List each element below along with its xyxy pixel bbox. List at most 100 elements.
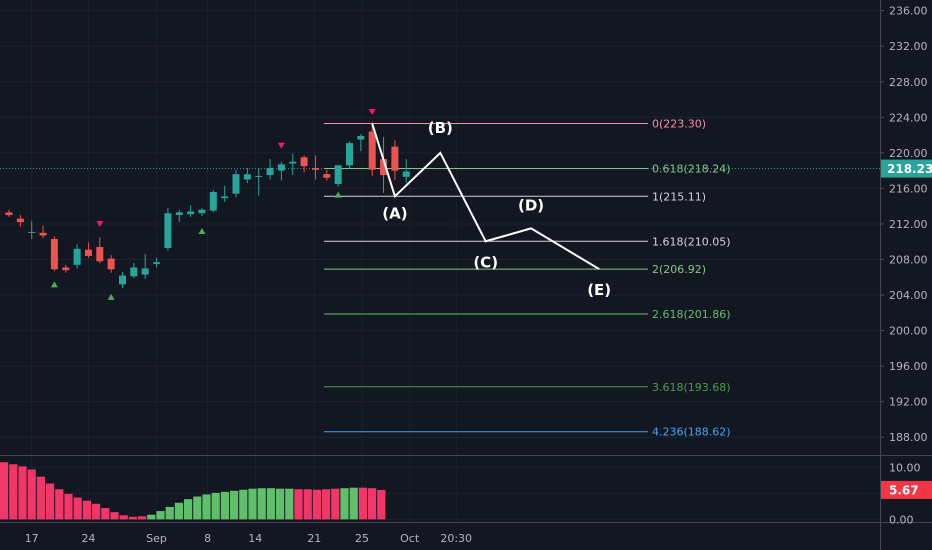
fib-level-label: 4.236(188.62) [652,426,731,439]
fib-level-label: 0.618(218.24) [652,162,731,175]
candle-body [277,164,285,171]
signal-up-marker [334,191,342,198]
candle-body [232,174,240,194]
candle-body [153,262,161,264]
signal-up-marker [198,228,206,235]
oscillator-bar [358,487,367,520]
oscillator-bar [377,489,386,520]
oscillator-bar [36,476,45,520]
oscillator-bar [322,489,331,520]
price-tick-label: 212.00 [889,218,928,231]
osc-tick-label: 0.00 [889,513,914,526]
fib-level-label: 2(206.92) [652,263,706,276]
oscillator-last-label: 5.67 [889,483,919,497]
oscillator-bar [248,488,257,520]
elliott-wave-drawing[interactable]: (A) (B) (C) (D) (E) [371,119,611,299]
oscillator-last-tag [881,480,932,499]
oscillator-bar [82,500,91,520]
x-tick-label: Oct [400,532,420,545]
oscillator-bar [0,462,9,520]
oscillator-bar [340,488,349,520]
oscillator-bar [257,488,266,520]
signal-markers [50,108,376,300]
price-tick-label: 188.00 [889,431,928,444]
price-tick-label: 204.00 [889,289,928,302]
candle-body [311,167,319,170]
price-tick-label: 200.00 [889,325,928,338]
x-tick-label: 21 [307,532,321,545]
candle-body [5,212,13,216]
candle-body [39,232,47,236]
oscillator-bar [285,488,294,520]
fib-level-label: 1(215.11) [652,190,706,203]
candle-body [130,267,138,277]
candle-body [141,268,149,275]
fib-level-label: 2.618(201.86) [652,308,731,321]
last-price-tag [881,159,932,178]
x-tick-label: 25 [355,532,369,545]
oscillator-bar [174,502,183,520]
oscillator-bar [165,506,174,520]
price-tick-label: 192.00 [889,396,928,409]
candle-body [289,161,297,164]
x-tick-label: 24 [81,532,95,545]
candle-body [380,159,388,176]
wave-label: (A) [382,204,407,222]
fib-level-label: 0(223.30) [652,118,706,131]
price-tick-label: 196.00 [889,360,928,373]
grid-lines [0,0,880,522]
price-tick-label: 208.00 [889,253,928,266]
oscillator-bar [119,515,128,520]
signal-down-marker [277,142,285,149]
oscillator-bar [211,492,220,520]
wave-label: (E) [587,281,611,299]
candle-body [28,231,36,233]
candle-body [187,211,195,215]
oscillator-bar [193,496,202,520]
oscillator-bar [184,499,193,520]
signal-down-marker [368,108,376,115]
fib-level-label: 3.618(193.68) [652,381,731,394]
oscillator-bar [101,507,110,520]
candle-body [243,174,251,180]
x-tick-label: 17 [25,532,39,545]
oscillator-bar [294,489,303,520]
candle-body [164,213,172,248]
oscillator-bar [18,466,27,520]
candle-body [73,248,81,265]
oscillator-bar [202,494,211,520]
candle-body [119,275,126,285]
candle-body [209,191,217,211]
signal-up-marker [107,293,115,300]
candle-body [62,267,70,271]
signal-down-marker [96,220,104,227]
oscillator-bar [9,464,18,520]
price-tick-label: 220.00 [889,147,928,160]
candle-body [16,218,24,223]
oscillator-bar [156,511,165,520]
oscillator-bar [110,512,119,520]
candle-body [175,212,183,216]
fibonacci-extension[interactable]: 0(223.30) 0.618(218.24) 1(215.11) 1.618(210… [324,118,731,439]
price-tick-label: 228.00 [889,76,928,89]
x-tick-label: 8 [204,532,211,545]
oscillator-bar [64,493,73,520]
oscillator-bar [331,488,340,520]
oscillator-bar [46,483,55,520]
price-tick-label: 224.00 [889,111,928,124]
candle-body [107,258,115,270]
candle-body [198,209,206,214]
x-tick-label: 14 [248,532,262,545]
candle-body [391,146,399,171]
oscillator-bar [92,503,101,520]
candle-body [323,174,331,178]
candle-body [50,239,58,270]
oscillator-bar [303,489,312,520]
price-tick-label: 236.00 [889,5,928,18]
oscillator-bar [276,488,285,520]
candle-body [266,167,274,176]
candle-body [334,165,342,184]
